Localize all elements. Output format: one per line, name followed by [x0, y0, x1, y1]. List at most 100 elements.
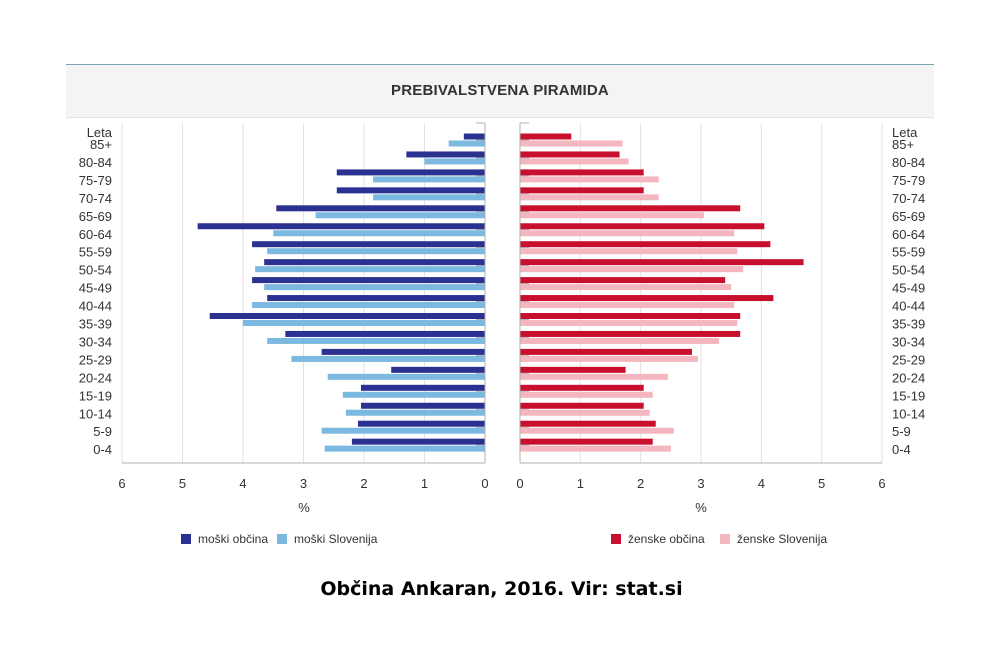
legend-swatch-moški-slovenija	[277, 534, 287, 544]
bar-ženske-slovenija-5-9	[520, 427, 674, 434]
bar-ženske-slovenija-25-29	[520, 355, 698, 362]
bar-moški-slovenija-50-54	[255, 266, 485, 273]
bar-ženske-slovenija-35-39	[520, 320, 738, 326]
bar-moški-slovenija-70-74	[373, 194, 485, 201]
bar-ženske-slovenija-30-34	[520, 337, 720, 344]
bar-moški-občina-55-59	[252, 241, 485, 248]
legend-swatch-moški-občina	[181, 534, 191, 544]
bar-ženske-slovenija-70-74	[520, 194, 659, 201]
bar-moški-občina-15-19	[360, 384, 485, 391]
bar-ženske-slovenija-85+	[520, 140, 623, 147]
bar-moški-občina-75-79	[336, 169, 485, 176]
age-label-left: 55-59	[79, 245, 112, 260]
bar-ženske-slovenija-0-4	[520, 445, 671, 452]
bar-ženske-občina-30-34	[520, 330, 741, 337]
x-tick-label-left: 1	[421, 476, 428, 491]
x-tick-label-left: 3	[300, 476, 307, 491]
age-label-left: 70-74	[79, 191, 112, 206]
age-label-right: 30-34	[892, 334, 925, 349]
age-label-left: 10-14	[79, 406, 112, 421]
bar-ženske-slovenija-80-84	[520, 158, 629, 165]
age-label-left: 75-79	[79, 173, 112, 188]
x-tick-label-left: 2	[360, 476, 367, 491]
bar-moški-občina-60-64	[197, 223, 485, 230]
x-tick-label-right: 2	[637, 476, 644, 491]
legend-label-ženske-občina: ženske občina	[628, 532, 705, 546]
bar-moški-občina-5-9	[357, 420, 485, 427]
bar-ženske-občina-85+	[520, 133, 572, 140]
age-label-left: 40-44	[79, 299, 112, 314]
chart-title-band: PREBIVALSTVENA PIRAMIDA	[66, 65, 934, 118]
bar-ženske-občina-45-49	[520, 277, 726, 284]
bar-ženske-občina-70-74	[520, 187, 644, 194]
age-label-left: 45-49	[79, 281, 112, 296]
bar-moški-slovenija-20-24	[327, 373, 485, 380]
x-tick-label-right: 6	[878, 476, 885, 491]
age-label-right: 80-84	[892, 155, 925, 170]
age-label-right: 85+	[892, 137, 914, 152]
bar-ženske-občina-0-4	[520, 438, 653, 445]
x-tick-label-left: 6	[118, 476, 125, 491]
age-label-left: 30-34	[79, 334, 112, 349]
age-label-left: 85+	[90, 137, 112, 152]
bar-moški-občina-50-54	[264, 259, 485, 266]
bar-ženske-občina-60-64	[520, 223, 765, 230]
bar-moški-občina-45-49	[252, 277, 485, 284]
bar-ženske-slovenija-45-49	[520, 284, 732, 291]
header-rule	[66, 64, 934, 65]
x-tick-label-right: 0	[516, 476, 523, 491]
age-label-left: 35-39	[79, 317, 112, 332]
age-header-right: Leta	[892, 125, 918, 140]
age-label-right: 55-59	[892, 245, 925, 260]
bar-ženske-občina-10-14	[520, 402, 644, 409]
age-label-right: 15-19	[892, 388, 925, 403]
x-tick-label-right: 5	[818, 476, 825, 491]
bar-moški-občina-25-29	[321, 348, 485, 355]
bar-moški-občina-10-14	[360, 402, 485, 409]
legend-label-ženske-slovenija: ženske Slovenija	[737, 532, 827, 546]
age-label-right: 60-64	[892, 227, 925, 242]
bar-moški-slovenija-30-34	[267, 337, 485, 344]
bar-moški-občina-0-4	[351, 438, 485, 445]
bar-moški-slovenija-65-69	[315, 212, 485, 219]
age-label-right: 50-54	[892, 263, 925, 278]
age-label-right: 25-29	[892, 352, 925, 367]
bar-ženske-slovenija-15-19	[520, 391, 653, 398]
bar-ženske-občina-80-84	[520, 151, 620, 158]
bar-moški-slovenija-35-39	[243, 320, 485, 326]
x-tick-label-left: 5	[179, 476, 186, 491]
bar-moški-občina-30-34	[285, 330, 485, 337]
bar-moški-občina-70-74	[336, 187, 485, 194]
x-axis-unit-right: %	[695, 500, 707, 515]
bar-ženske-slovenija-40-44	[520, 302, 735, 309]
bar-moški-slovenija-40-44	[252, 302, 485, 309]
bar-moški-slovenija-60-64	[273, 230, 485, 237]
bar-moški-slovenija-85+	[448, 140, 485, 147]
age-label-left: 65-69	[79, 209, 112, 224]
age-label-right: 20-24	[892, 370, 925, 385]
bar-ženske-občina-40-44	[520, 295, 774, 302]
bar-moški-slovenija-75-79	[373, 176, 485, 183]
x-tick-label-right: 1	[577, 476, 584, 491]
bar-ženske-občina-25-29	[520, 348, 692, 355]
age-label-right: 5-9	[892, 424, 911, 439]
legend-swatch-ženske-občina	[611, 534, 621, 544]
age-label-right: 75-79	[892, 173, 925, 188]
bar-ženske-slovenija-65-69	[520, 212, 705, 219]
age-label-right: 0-4	[892, 442, 911, 457]
bar-moški-slovenija-55-59	[267, 248, 485, 255]
age-label-left: 5-9	[93, 424, 112, 439]
chart-title: PREBIVALSTVENA PIRAMIDA	[391, 82, 609, 99]
bar-ženske-slovenija-55-59	[520, 248, 738, 255]
x-tick-label-right: 3	[697, 476, 704, 491]
bar-moški-slovenija-5-9	[321, 427, 485, 434]
bar-ženske-slovenija-50-54	[520, 266, 744, 273]
bar-moški-občina-35-39	[209, 313, 485, 319]
bar-ženske-slovenija-60-64	[520, 230, 735, 237]
bar-ženske-občina-20-24	[520, 366, 626, 373]
x-tick-label-right: 4	[758, 476, 765, 491]
bar-moški-slovenija-15-19	[342, 391, 485, 398]
age-header-left: Leta	[87, 125, 113, 140]
bar-ženske-občina-75-79	[520, 169, 644, 176]
